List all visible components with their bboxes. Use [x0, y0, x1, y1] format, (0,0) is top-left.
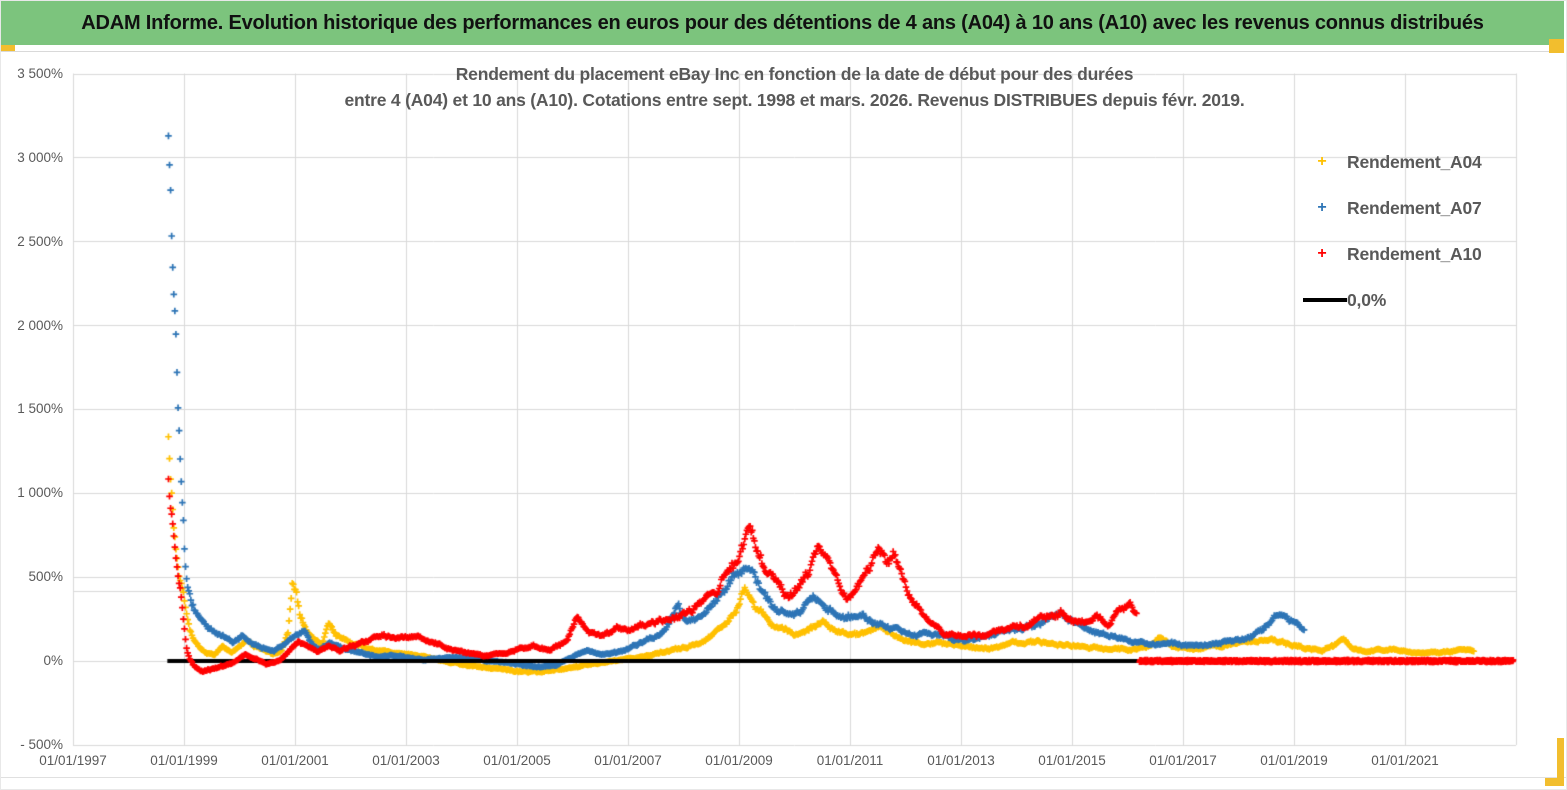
legend-label: Rendement_A04	[1347, 151, 1482, 172]
plus-marker-icon: +	[1317, 245, 1327, 262]
x-axis-tick: 01/01/2007	[594, 753, 662, 768]
x-axis-tick: 01/01/2021	[1371, 753, 1439, 768]
y-axis-tick: 2 500%	[17, 234, 63, 249]
legend-label: Rendement_A10	[1347, 243, 1482, 264]
x-axis-tick: 01/01/2005	[483, 753, 551, 768]
x-axis-tick: 01/01/2009	[705, 753, 773, 768]
gold-border-segment	[1549, 39, 1564, 53]
header-divider	[1, 51, 1564, 52]
chart-legend: + Rendement_A04 + Rendement_A07 + Rendem…	[1297, 139, 1482, 323]
x-axis-tick: 01/01/2001	[261, 753, 329, 768]
chart-title: Rendement du placement eBay Inc en fonct…	[73, 61, 1516, 113]
footer-divider	[1, 777, 1566, 778]
gold-border-segment	[1, 45, 15, 51]
y-axis-tick: 2 000%	[17, 318, 63, 333]
y-axis-tick: - 500%	[20, 737, 63, 752]
y-axis-tick: 3 500%	[17, 66, 63, 81]
y-axis-tick: 3 000%	[17, 150, 63, 165]
x-axis-tick: 01/01/2019	[1260, 753, 1328, 768]
legend-label: Rendement_A07	[1347, 197, 1482, 218]
chart-title-line1: Rendement du placement eBay Inc en fonct…	[455, 64, 1134, 84]
x-axis-tick: 01/01/2003	[372, 753, 440, 768]
x-axis-tick: 01/01/2013	[927, 753, 995, 768]
x-axis-tick: 01/01/1999	[150, 753, 218, 768]
y-axis-tick: 1 500%	[17, 401, 63, 416]
legend-item-a04: + Rendement_A04	[1297, 139, 1482, 185]
plus-marker-icon: +	[1317, 199, 1327, 216]
chart-title-line2: entre 4 (A04) et 10 ans (A10). Cotations…	[344, 90, 1245, 110]
page-title: ADAM Informe. Evolution historique des p…	[81, 11, 1484, 34]
x-axis-tick: 01/01/2011	[816, 753, 884, 768]
x-axis-tick: 01/01/2017	[1149, 753, 1217, 768]
x-axis-tick: 01/01/2015	[1038, 753, 1106, 768]
x-axis-tick: 01/01/1997	[39, 753, 107, 768]
gold-border-segment	[1545, 778, 1564, 786]
legend-item-a07: + Rendement_A07	[1297, 185, 1482, 231]
legend-label: 0,0%	[1347, 289, 1387, 310]
legend-item-zero-line: 0,0%	[1297, 277, 1482, 323]
plus-marker-icon: +	[1317, 153, 1327, 170]
zero-line-swatch	[1303, 298, 1347, 302]
gold-border-segment	[1557, 738, 1564, 786]
header-band: ADAM Informe. Evolution historique des p…	[1, 1, 1564, 45]
y-axis-tick: 1 000%	[17, 485, 63, 500]
legend-item-a10: + Rendement_A10	[1297, 231, 1482, 277]
y-axis-tick: 0%	[43, 653, 63, 668]
y-axis-tick: 500%	[28, 569, 63, 584]
